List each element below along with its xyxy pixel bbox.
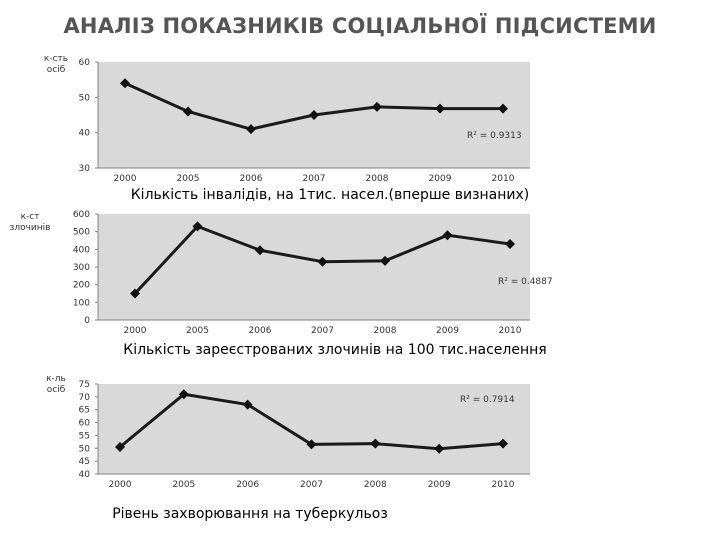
- y-axis-label: к-ст: [21, 212, 40, 222]
- y-axis-label: осіб: [47, 385, 66, 395]
- x-tick-label: 2005: [177, 174, 200, 184]
- data-point-marker: [120, 78, 130, 89]
- x-tick-label: 2010: [492, 174, 515, 184]
- y-tick-label: 200: [73, 281, 90, 291]
- y-tick-label: 30: [79, 164, 91, 174]
- x-tick-label: 2005: [186, 326, 209, 336]
- data-point-marker: [370, 438, 381, 449]
- y-tick-label: 0: [84, 316, 90, 326]
- y-tick-label: 70: [79, 393, 91, 403]
- data-point-marker: [372, 101, 382, 112]
- x-tick-label: 2008: [366, 174, 389, 184]
- data-point-marker: [306, 439, 317, 450]
- plot-area: [98, 214, 530, 320]
- data-point-marker: [130, 288, 140, 299]
- data-point-marker: [255, 245, 265, 256]
- chart-title: Кількість зареєстрованих злочинів на 100…: [123, 342, 546, 358]
- chart-title: Рівень захворювання на туберкульоз: [112, 506, 388, 522]
- y-tick-label: 40: [79, 470, 91, 480]
- data-point-marker: [434, 443, 445, 454]
- y-tick-label: 60: [79, 58, 91, 68]
- x-tick-label: 2000: [109, 480, 132, 490]
- x-tick-label: 2010: [499, 326, 522, 336]
- y-tick-label: 400: [73, 245, 90, 255]
- x-tick-label: 2009: [436, 326, 459, 336]
- y-tick-label: 50: [79, 444, 91, 454]
- y-tick-label: 60: [79, 419, 91, 429]
- data-point-marker: [317, 256, 328, 267]
- y-axis-label: к-ль: [46, 374, 66, 384]
- y-tick-label: 55: [79, 431, 90, 441]
- x-tick-label: 2008: [364, 480, 387, 490]
- y-tick-label: 50: [79, 93, 91, 103]
- r-squared-label: R² = 0.9313: [467, 131, 522, 141]
- x-tick-label: 2008: [374, 326, 397, 336]
- x-tick-label: 2009: [428, 480, 451, 490]
- x-tick-label: 2010: [492, 480, 515, 490]
- page-title: АНАЛІЗ ПОКАЗНИКІВ СОЦІАЛЬНОЇ ПІДСИСТЕМИ: [63, 14, 657, 38]
- data-point-marker: [435, 103, 445, 114]
- r-squared-label: R² = 0.4887: [498, 277, 553, 287]
- x-tick-label: 2007: [311, 326, 334, 336]
- data-point-marker: [115, 442, 125, 452]
- y-tick-label: 40: [79, 129, 91, 139]
- x-tick-label: 2007: [303, 174, 326, 184]
- x-tick-label: 2007: [300, 480, 323, 490]
- y-tick-label: 75: [79, 380, 90, 390]
- data-point-marker: [183, 106, 193, 117]
- y-tick-label: 45: [79, 457, 90, 467]
- plot-area: [98, 384, 530, 474]
- chart-title: Кількість інвалідів, на 1тис. насел.(впе…: [131, 187, 530, 203]
- y-tick-label: 600: [73, 210, 90, 220]
- data-point-marker: [380, 255, 390, 266]
- y-axis-label: к-сть: [44, 54, 68, 64]
- y-tick-label: 65: [79, 406, 90, 416]
- y-tick-label: 300: [73, 263, 90, 273]
- x-tick-label: 2006: [236, 480, 259, 490]
- y-tick-label: 100: [73, 298, 90, 308]
- data-point-marker: [442, 230, 453, 241]
- data-point-marker: [498, 438, 508, 449]
- data-point-marker: [498, 103, 508, 114]
- y-tick-label: 500: [73, 228, 90, 238]
- y-axis-label: осіб: [47, 65, 66, 75]
- data-point-marker: [505, 239, 515, 250]
- y-axis-label: злочинів: [10, 223, 51, 233]
- x-tick-label: 2006: [249, 326, 272, 336]
- data-point-marker: [246, 124, 256, 135]
- x-tick-label: 2005: [172, 480, 195, 490]
- x-tick-label: 2009: [429, 174, 452, 184]
- data-point-marker: [178, 389, 189, 400]
- x-tick-label: 2000: [124, 326, 147, 336]
- data-point-marker: [192, 221, 203, 232]
- r-squared-label: R² = 0.7914: [460, 395, 515, 405]
- x-tick-label: 2000: [114, 174, 137, 184]
- x-tick-label: 2006: [240, 174, 263, 184]
- data-point-marker: [242, 399, 253, 410]
- data-point-marker: [309, 110, 319, 120]
